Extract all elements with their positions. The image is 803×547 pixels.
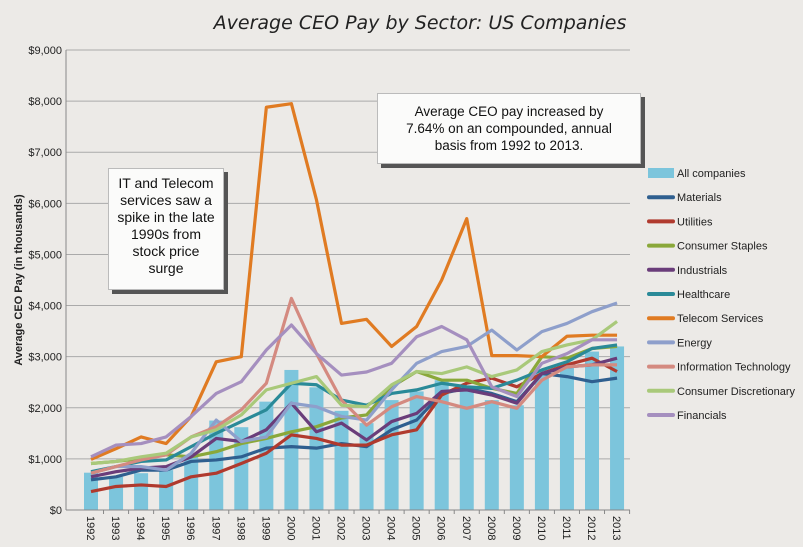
- bar-all-companies: [134, 473, 149, 510]
- y-tick-label: $7,000: [28, 147, 62, 159]
- x-tick-label: 2010: [535, 516, 547, 540]
- annotation-compound-growth: Average CEO pay increased by 7.64% on an…: [377, 93, 641, 164]
- bar-all-companies: [184, 456, 199, 510]
- bar-all-companies: [534, 369, 549, 510]
- y-tick-label: $2,000: [28, 403, 62, 415]
- y-tick-label: $8,000: [28, 96, 62, 108]
- x-tick-label: 2000: [284, 516, 296, 540]
- x-tick-label: 2001: [309, 516, 321, 540]
- bar-all-companies: [559, 366, 574, 510]
- line-consumer-discretionary: [90, 320, 618, 466]
- bar-all-companies: [109, 476, 124, 510]
- bar-all-companies: [334, 410, 349, 510]
- x-tick-label: 1997: [209, 516, 221, 540]
- y-tick-label: $1,000: [28, 454, 62, 466]
- x-tick-label: 1994: [134, 516, 146, 540]
- x-tick-label: 1993: [109, 516, 121, 540]
- annotation-it-telecom-spike: IT and Telecom services saw a spike in t…: [108, 168, 224, 290]
- legend-label: Materials: [677, 192, 722, 204]
- bar-all-companies: [459, 386, 474, 510]
- y-tick-label: $3,000: [28, 352, 62, 364]
- y-tick-label: $6,000: [28, 198, 62, 210]
- annotation-text: IT and Telecom services saw a spike in t…: [117, 175, 215, 276]
- legend-label: Utilities: [677, 216, 713, 228]
- x-tick-label: 1992: [84, 516, 96, 540]
- bar-all-companies: [610, 346, 625, 510]
- x-tick-label: 2002: [335, 516, 347, 540]
- x-tick-label: 1996: [184, 516, 196, 540]
- legend-swatch: [648, 168, 674, 178]
- legend-label: Information Technology: [677, 362, 791, 374]
- x-tick-label: 2007: [460, 516, 472, 540]
- legend-label: Consumer Staples: [677, 241, 768, 253]
- legend-label: Telecom Services: [677, 313, 764, 325]
- bar-all-companies: [259, 401, 274, 510]
- y-tick-label: $9,000: [28, 45, 62, 57]
- y-tick-label: $0: [50, 505, 62, 517]
- bar-all-companies: [159, 470, 174, 510]
- x-tick-label: 1995: [159, 516, 171, 540]
- bar-all-companies: [484, 400, 499, 510]
- x-tick-label: 2012: [585, 516, 597, 540]
- x-tick-label: 2006: [435, 516, 447, 540]
- x-tick-label: 1999: [259, 516, 271, 540]
- line-energy: [90, 301, 618, 475]
- annotation-text: Average CEO pay increased by 7.64% on an…: [406, 104, 612, 153]
- chart-title: Average CEO Pay by Sector: US Companies: [212, 12, 627, 34]
- x-tick-label: 2011: [560, 516, 572, 540]
- bar-all-companies: [585, 351, 599, 510]
- x-tick-label: 2013: [610, 516, 622, 540]
- line-telecom-services: [90, 102, 618, 461]
- x-tick-label: 2004: [385, 516, 397, 540]
- bar-all-companies: [384, 400, 399, 510]
- line-financials: [90, 323, 618, 459]
- x-tick-label: 2005: [410, 516, 422, 540]
- legend-label: All companies: [677, 168, 746, 180]
- bar-all-companies: [434, 380, 449, 510]
- line-healthcare: [90, 343, 618, 474]
- legend-label: Industrials: [677, 265, 728, 277]
- bar-all-companies: [509, 405, 524, 510]
- bar-all-companies: [234, 427, 249, 510]
- legend-label: Financials: [677, 410, 727, 422]
- y-tick-label: $5,000: [28, 249, 62, 261]
- legend-label: Consumer Discretionary: [677, 386, 795, 398]
- y-axis-label: Average CEO Pay (in thousands): [13, 194, 25, 366]
- x-tick-label: 1998: [234, 516, 246, 540]
- y-tick-label: $4,000: [28, 301, 62, 313]
- x-tick-label: 2003: [360, 516, 372, 540]
- legend-label: Healthcare: [677, 289, 730, 301]
- x-tick-label: 2008: [485, 516, 497, 540]
- x-tick-label: 2009: [510, 516, 522, 540]
- legend-label: Energy: [677, 337, 712, 349]
